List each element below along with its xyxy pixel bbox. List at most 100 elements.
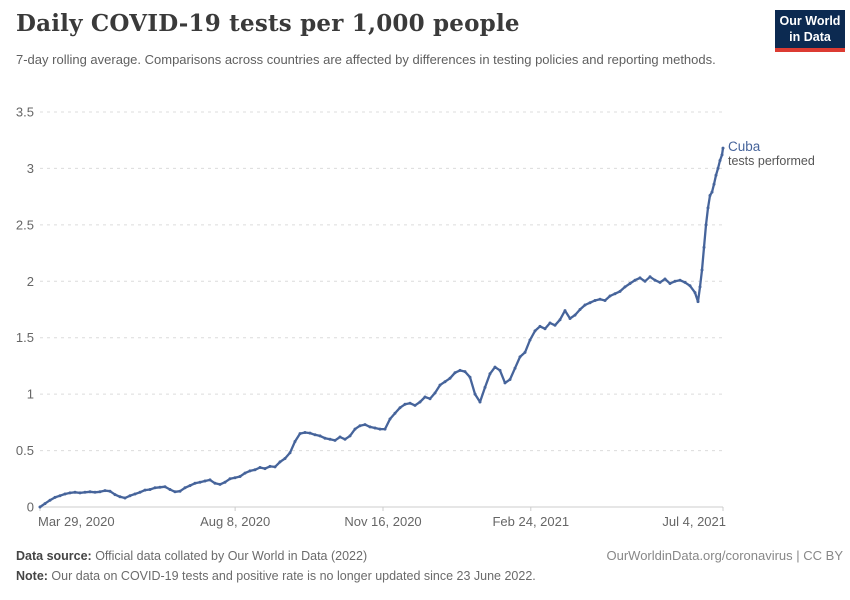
y-tick-label: 3.5	[16, 105, 34, 120]
data-point-dot	[243, 471, 247, 475]
data-point-dot	[623, 285, 627, 289]
series-end-label: Cuba tests performed	[728, 139, 815, 169]
data-point-dot	[438, 383, 442, 387]
data-point-dot	[448, 376, 452, 380]
data-point-dot	[638, 276, 642, 280]
data-point-dot	[598, 297, 602, 301]
data-point-dot	[453, 371, 457, 375]
data-point-dot	[668, 282, 672, 285]
data-point-dot	[578, 308, 582, 311]
data-point-dot	[138, 490, 142, 494]
data-point-dot	[263, 467, 267, 471]
data-point-dot	[223, 480, 227, 484]
x-tick-label: Feb 24, 2021	[492, 514, 569, 529]
x-tick-label: Aug 8, 2020	[200, 514, 270, 529]
data-point-dot	[688, 284, 692, 288]
data-point-dot	[208, 478, 212, 482]
data-point-dot	[553, 323, 557, 327]
data-point-dot	[513, 366, 517, 370]
data-point-dot	[93, 490, 97, 494]
data-point-dot	[273, 465, 277, 469]
data-point-dot	[558, 318, 562, 322]
data-point-dot	[98, 490, 102, 494]
y-tick-label: 2	[27, 274, 34, 289]
data-point-dot	[633, 278, 637, 282]
data-source-label: Data source:	[16, 549, 92, 563]
data-point-dot	[203, 479, 207, 483]
data-point-dot	[588, 301, 592, 305]
data-point-dot	[103, 489, 107, 493]
data-point-dot	[683, 280, 687, 284]
data-point-dot	[433, 391, 437, 395]
data-point-dot	[563, 309, 567, 313]
line-chart: 0 0.5 1 1.5 2 2.5 3 3.5 Mar 29, 2020 Aug 8, 2020 N…	[0, 95, 850, 540]
data-point-dot	[548, 321, 552, 325]
data-point-dot	[303, 431, 307, 434]
x-tick-label: Jul 4, 2021	[662, 514, 726, 529]
data-point-dot	[258, 466, 262, 469]
data-point-dot	[712, 182, 716, 186]
data-point-dot	[318, 434, 322, 438]
data-point-dot	[228, 477, 232, 481]
data-point-dot	[603, 299, 607, 302]
data-point-dot	[268, 464, 272, 468]
data-point-dot	[648, 275, 652, 279]
footer-left: Data source: Official data collated by O…	[16, 546, 536, 586]
data-point-dot	[73, 490, 77, 494]
data-point-dot	[693, 291, 697, 295]
y-tick-label: 2.5	[16, 217, 34, 232]
data-point-dot	[63, 492, 67, 496]
series-metric-label: tests performed	[728, 154, 815, 168]
y-tick-label: 1.5	[16, 330, 34, 345]
data-point-dot	[608, 294, 612, 298]
data-point-dot	[658, 280, 662, 284]
y-tick-label: 1	[27, 387, 34, 402]
data-point-dot	[233, 476, 237, 480]
note-line: Note: Our data on COVID-19 tests and pos…	[16, 566, 536, 586]
owid-logo-line2: in Data	[789, 30, 831, 44]
data-point-dot	[418, 400, 422, 404]
data-point-dot	[163, 485, 167, 489]
data-point-dot	[253, 468, 257, 472]
data-point-dot	[213, 481, 217, 485]
data-point-dot	[333, 438, 337, 442]
data-point-dot	[123, 496, 127, 500]
data-point-dot	[708, 194, 712, 197]
data-point-dot	[721, 146, 725, 150]
y-tick-label: 3	[27, 161, 34, 176]
data-point-dot	[293, 440, 297, 443]
data-point-dot	[38, 505, 42, 509]
data-point-dot	[720, 153, 724, 157]
data-point-dot	[323, 436, 327, 440]
data-point-dot	[702, 245, 706, 249]
data-point-dot	[168, 488, 172, 491]
data-point-dot	[678, 278, 682, 282]
data-point-dot	[478, 400, 482, 404]
data-point-dot	[143, 488, 147, 492]
data-point-dot	[518, 355, 522, 359]
data-point-dot	[413, 403, 417, 407]
data-point-dot	[716, 166, 720, 170]
data-point-dot	[278, 460, 282, 464]
data-point-dot	[443, 380, 447, 384]
data-point-dot	[700, 268, 704, 272]
data-point-dot	[488, 372, 492, 376]
data-point-dot	[714, 173, 718, 177]
data-point-dot	[288, 451, 292, 455]
data-point-dot	[383, 427, 387, 431]
data-point-dot	[423, 395, 427, 399]
data-point-dot	[353, 427, 357, 431]
data-point-dot	[538, 324, 542, 328]
chart-subtitle: 7-day rolling average. Comparisons acros…	[16, 52, 716, 67]
chart-svg: 0 0.5 1 1.5 2 2.5 3 3.5 Mar 29, 2020 Aug 8, 2020 N…	[16, 105, 726, 530]
data-point-dot	[663, 277, 667, 281]
data-source-line: Data source: Official data collated by O…	[16, 546, 536, 566]
data-point-dot	[88, 490, 92, 494]
data-point-dot	[718, 159, 722, 162]
data-point-dot	[148, 488, 152, 491]
data-point-dot	[133, 492, 137, 496]
series-name-cuba: Cuba	[728, 139, 761, 154]
data-point-dot	[468, 375, 472, 379]
data-point-dot	[618, 289, 622, 293]
